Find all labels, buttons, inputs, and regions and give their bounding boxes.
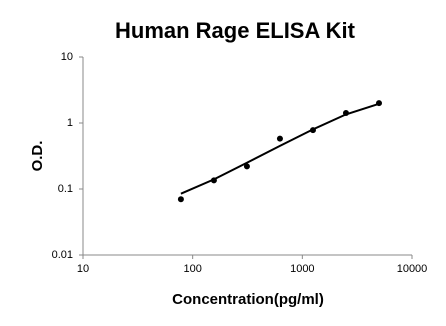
data-point — [309, 127, 316, 134]
y-tick-label: 10 — [61, 51, 73, 63]
y-tick-label: 0.1 — [58, 183, 73, 195]
chart-title: Human Rage ELISA Kit — [115, 18, 356, 43]
data-point — [210, 177, 217, 184]
data-point — [342, 109, 349, 116]
data-point — [177, 196, 184, 203]
data-point — [375, 100, 382, 107]
x-axis-label: Concentration(pg/ml) — [172, 291, 324, 308]
fit-curve — [180, 102, 380, 195]
data-point — [243, 163, 250, 170]
y-tick-label: 0.01 — [52, 249, 73, 261]
x-tick-label: 1000 — [290, 263, 314, 275]
y-tick-label: 1 — [67, 117, 73, 129]
x-tick-label: 10000 — [397, 263, 428, 275]
y-axis-label: O.D. — [29, 141, 46, 172]
x-tick-label: 100 — [183, 263, 201, 275]
data-point — [276, 135, 283, 142]
x-tick-label: 10 — [77, 263, 89, 275]
